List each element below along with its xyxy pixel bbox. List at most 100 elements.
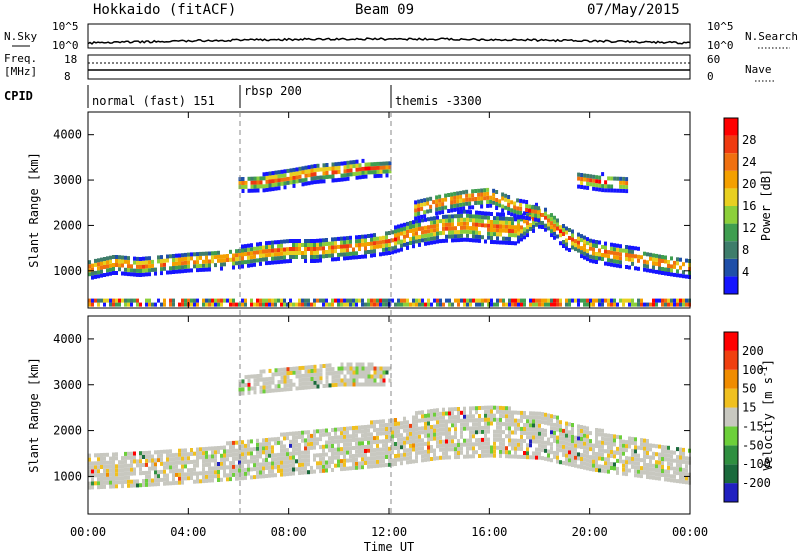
range-cell: [535, 302, 538, 307]
range-cell: [427, 302, 430, 307]
range-cell: [595, 468, 598, 472]
range-cell: [244, 252, 247, 257]
range-cell: [340, 244, 343, 249]
range-cell: [532, 419, 535, 424]
range-cell: [664, 457, 667, 462]
range-cell: [631, 257, 634, 262]
range-cell: [664, 469, 667, 474]
range-cell: [646, 439, 649, 443]
range-cell: [451, 435, 454, 440]
range-cell: [391, 442, 394, 447]
range-cell: [274, 302, 277, 307]
range-cell: [283, 169, 287, 174]
time-axis-label: Time UT: [364, 540, 415, 554]
range-cell: [658, 452, 661, 457]
range-cell: [331, 178, 335, 183]
range-cell: [274, 437, 277, 442]
range-cell: [154, 474, 157, 479]
range-cell: [433, 428, 436, 433]
freq-tick-top: 18: [64, 53, 77, 66]
range-cell: [457, 218, 460, 223]
range-cell: [478, 302, 481, 307]
range-cell: [507, 203, 511, 207]
range-cell: [133, 260, 136, 265]
range-cell: [403, 428, 406, 433]
range-cell: [310, 445, 313, 450]
range-cell: [607, 461, 610, 466]
nsky-label: N.Sky: [4, 30, 37, 43]
range-cell: [436, 428, 439, 433]
range-cell: [436, 424, 439, 429]
range-cell: [481, 449, 484, 454]
range-cell: [460, 237, 463, 242]
range-cell: [418, 446, 421, 451]
range-cell: [439, 455, 442, 460]
range-cell: [370, 440, 373, 445]
range-cell: [445, 214, 448, 219]
range-cell: [532, 415, 535, 420]
range-cell: [622, 180, 626, 185]
range-cell: [292, 255, 295, 259]
range-cell: [489, 199, 493, 204]
range-cell: [504, 205, 508, 210]
range-cell: [115, 456, 118, 461]
range-cell: [325, 302, 328, 307]
range-cell: [193, 467, 196, 472]
range-cell: [217, 254, 220, 259]
range-cell: [91, 263, 94, 268]
range-cell: [214, 446, 217, 451]
range-cell: [493, 433, 496, 438]
range-cell: [427, 445, 430, 450]
range-cell: [370, 302, 373, 307]
range-cell: [397, 425, 400, 430]
range-cell: [370, 452, 373, 457]
range-cell: [295, 255, 298, 259]
range-cell: [364, 246, 367, 251]
range-cell: [469, 414, 472, 419]
range-cell: [373, 162, 377, 167]
range-cell: [523, 439, 526, 443]
range-cell: [334, 257, 337, 262]
range-cell: [397, 224, 400, 229]
range-cell: [409, 431, 412, 436]
range-cell: [232, 257, 235, 262]
range-cell: [334, 427, 337, 432]
range-cell: [241, 383, 245, 388]
range-cell: [496, 212, 499, 217]
range-cell: [586, 458, 589, 463]
range-cell: [241, 468, 244, 473]
range-cell: [481, 425, 484, 430]
range-cell: [250, 374, 254, 379]
range-cell: [604, 449, 607, 454]
range-cell: [307, 365, 311, 370]
range-cell: [463, 410, 466, 415]
range-cell: [469, 418, 472, 423]
range-cell: [493, 441, 496, 446]
range-cell: [493, 228, 496, 233]
range-cell: [661, 255, 664, 259]
range-cell: [355, 159, 359, 164]
range-cell: [328, 432, 331, 437]
range-cell: [625, 189, 629, 194]
range-cell: [109, 464, 112, 469]
range-cell: [502, 438, 505, 443]
range-cell: [379, 173, 383, 178]
range-cell: [352, 160, 356, 165]
range-cell: [202, 479, 205, 484]
range-cell: [517, 438, 520, 443]
range-cell: [328, 456, 331, 461]
range-cell: [406, 302, 409, 307]
range-cell: [439, 415, 442, 420]
range-cell: [604, 469, 607, 474]
range-cell: [259, 369, 263, 374]
range-cell: [451, 238, 454, 243]
range-cell: [331, 460, 334, 464]
range-cell: [163, 481, 166, 486]
range-cell: [430, 429, 433, 433]
range-cell: [265, 179, 269, 184]
range-cell: [331, 367, 335, 372]
range-cell: [190, 298, 193, 303]
range-cell: [274, 384, 278, 389]
range-cell: [313, 364, 317, 369]
range-cell: [298, 243, 301, 247]
